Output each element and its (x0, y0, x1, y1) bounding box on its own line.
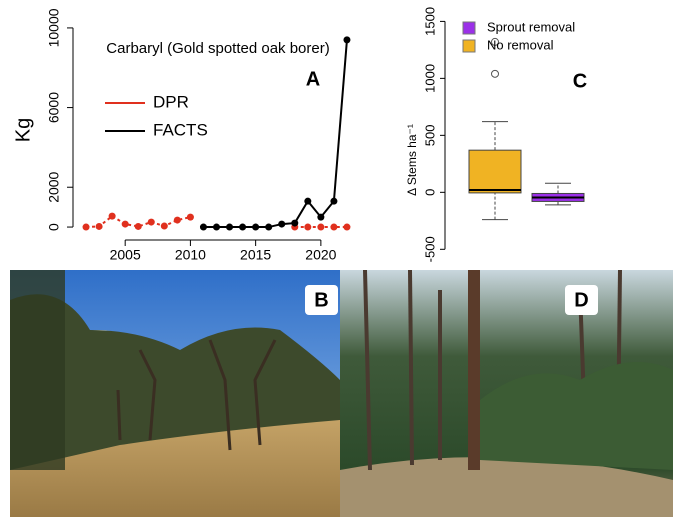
x-tick-label: 2005 (110, 247, 141, 263)
data-point (265, 223, 273, 231)
data-point (226, 223, 234, 231)
data-point (160, 222, 168, 230)
data-point (95, 222, 103, 230)
y-tick-label: 2000 (46, 171, 62, 202)
legend-label: Sprout removal (487, 19, 575, 34)
x-tick-label: 2010 (175, 247, 206, 263)
data-point (147, 218, 155, 226)
y-axis-label: Δ Stems ha⁻¹ (405, 124, 419, 196)
y-tick-label: 0 (422, 189, 437, 196)
photo-label: D (574, 289, 588, 311)
data-point (330, 223, 338, 231)
y-tick-label: -500 (422, 236, 437, 262)
series-line (203, 39, 348, 229)
panel-label: C (573, 70, 587, 92)
panel-label: A (306, 68, 320, 90)
photo-label-box (305, 285, 338, 315)
data-point (317, 213, 325, 221)
photo-b (10, 270, 340, 517)
data-point (278, 220, 286, 228)
data-point (304, 223, 312, 231)
outlier (491, 37, 499, 46)
data-point (134, 222, 142, 230)
y-tick-label: 1500 (422, 7, 437, 36)
legend-swatch (462, 21, 476, 35)
data-point (186, 213, 194, 221)
data-point (82, 223, 90, 231)
y-tick-label: 1000 (422, 64, 437, 93)
y-tick-label: 500 (422, 124, 437, 146)
photo-label: B (314, 289, 328, 311)
y-tick-label: 10000 (46, 8, 62, 47)
data-point (121, 220, 129, 228)
data-point (304, 197, 312, 205)
data-point (291, 219, 299, 227)
data-point (252, 223, 260, 231)
data-point (199, 223, 207, 231)
data-point (317, 223, 325, 231)
legend-label: FACTS (153, 120, 208, 139)
data-point (173, 216, 181, 224)
photo-label-box (565, 285, 598, 315)
legend-swatch (462, 39, 476, 53)
y-tick-label: 0 (46, 223, 62, 231)
x-tick-label: 2015 (240, 247, 271, 263)
data-point (239, 223, 247, 231)
box (468, 149, 522, 194)
legend-label: No removal (487, 37, 554, 52)
legend-label: DPR (153, 92, 189, 111)
data-point (343, 36, 351, 44)
photo-d (340, 269, 673, 517)
data-point (213, 223, 220, 231)
y-axis-label: Kg (12, 118, 34, 142)
chart-title: Carbaryl (Gold spotted oak borer) (106, 40, 329, 57)
data-point (343, 223, 351, 231)
outlier (491, 69, 499, 78)
x-tick-label: 2020 (305, 247, 336, 263)
data-point (108, 212, 116, 220)
y-tick-label: 6000 (46, 92, 62, 123)
data-point (330, 197, 338, 205)
